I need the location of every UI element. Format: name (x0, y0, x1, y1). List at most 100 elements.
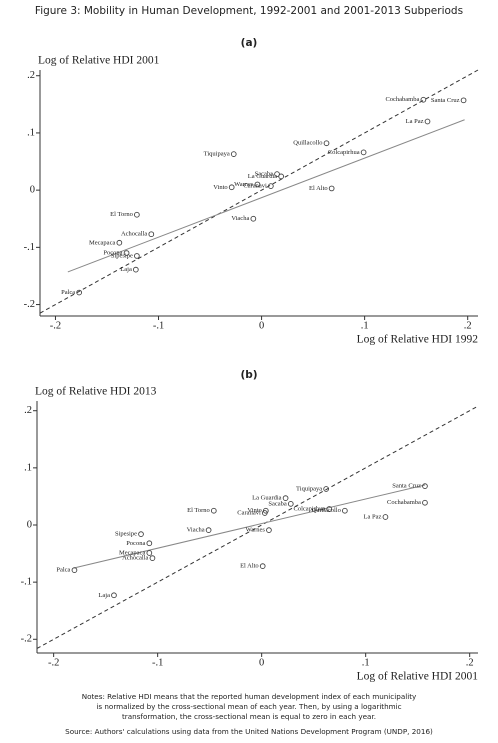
point (422, 483, 428, 489)
x-axis-title: Log of Relative HDI 1992 (357, 334, 479, 346)
point-label: La Paz (364, 513, 382, 520)
y-axis-title: Log of Relative HDI 2013 (35, 386, 157, 398)
point (382, 514, 389, 520)
y-axis-title: Log of Relative HDI 2001 (38, 55, 160, 67)
fit-line (74, 484, 426, 569)
panel-title: (b) (240, 369, 257, 381)
point (278, 173, 285, 180)
point-label: El Torno (110, 211, 133, 218)
point-label: Palca (56, 567, 70, 574)
point-label: El Torno (187, 507, 210, 514)
x-tick-label: -.2 (50, 320, 61, 331)
point (282, 495, 289, 501)
point-label: Quillacollo (312, 507, 341, 514)
point (146, 540, 153, 547)
point-label: Vinto (247, 507, 261, 514)
point (132, 266, 139, 273)
point-label: El Alto (240, 563, 259, 570)
point-label: Colcapirhua (328, 149, 360, 156)
source: Source: Authors' calculations using data… (65, 727, 433, 736)
point (254, 181, 261, 188)
x-tick-label: -.1 (152, 657, 163, 668)
point (342, 507, 348, 514)
point-label: Warnes (234, 181, 254, 188)
x-tick-label: -.1 (153, 320, 164, 331)
point (460, 97, 467, 104)
fit-line (67, 119, 465, 273)
point (422, 499, 428, 506)
y-tick-label: 0 (30, 185, 35, 196)
y-tick-label: .1 (24, 462, 32, 473)
note-line: Notes: Relative HDI means that the repor… (82, 692, 417, 701)
point (148, 231, 155, 238)
point-label: Pocona (126, 540, 145, 547)
point (123, 250, 130, 256)
x-tick-label: 0 (259, 657, 264, 668)
y-tick-label: .2 (27, 70, 35, 81)
panel-title: (a) (241, 37, 258, 49)
point-label: El Alto (309, 185, 328, 192)
diagonal-line (39, 69, 479, 314)
y-tick-label: .2 (24, 405, 32, 416)
point (274, 171, 280, 177)
point (146, 550, 153, 556)
y-tick-label: 0 (27, 519, 32, 530)
x-axis-title: Log of Relative HDI 2001 (357, 671, 479, 683)
point (210, 507, 217, 514)
point-label: Cochabamba (385, 96, 419, 103)
point (111, 592, 117, 599)
point-label: La Paz (406, 118, 424, 125)
y-tick-label: -.1 (24, 242, 35, 253)
point (259, 563, 266, 569)
point-label: Caranavi (237, 509, 261, 516)
point (149, 555, 156, 561)
point-label: Achocalla (121, 231, 147, 238)
point (323, 486, 329, 492)
point-label: Pocona (103, 250, 122, 257)
point (228, 184, 235, 191)
point (328, 185, 335, 192)
point (134, 253, 140, 259)
point-label: Warnes (246, 527, 266, 534)
point-label: Laja (120, 266, 132, 273)
y-tick-label: -.1 (21, 577, 32, 588)
point-label: Colcapirhua (293, 505, 325, 512)
point-label: Achocalla (122, 555, 148, 562)
x-tick-label: 0 (259, 320, 264, 331)
point (287, 501, 294, 507)
point (134, 211, 140, 218)
y-tick-label: .1 (27, 127, 35, 138)
point (420, 96, 427, 103)
point-label: Mecapaca (89, 239, 115, 246)
y-tick-label: -.2 (24, 299, 35, 310)
point-label: Laja (98, 592, 110, 599)
point-label: Tiquipaya (296, 485, 322, 492)
point-label: Mecapaca (119, 549, 145, 556)
point-label: Sacaba (268, 500, 287, 507)
x-tick-label: .2 (464, 320, 472, 331)
point (268, 183, 274, 189)
point (323, 140, 330, 147)
point (250, 215, 257, 222)
figure-title: Figure 3: Mobility in Human Development,… (35, 5, 463, 17)
note-line: is normalized by the cross-sectional mea… (96, 702, 401, 711)
x-tick-label: .1 (362, 657, 370, 668)
point-label: Sipesipe (111, 252, 133, 259)
point (138, 531, 144, 537)
note-line: transformation, the cross-sectional mean… (122, 712, 376, 721)
y-tick-label: -.2 (21, 634, 32, 645)
point-label: Sacaba (255, 171, 274, 178)
point-label: Vinto (213, 184, 227, 191)
point (266, 527, 272, 533)
point (230, 151, 237, 157)
point-label: Santa Cruz (392, 483, 421, 490)
x-tick-label: .2 (466, 657, 474, 668)
point (360, 149, 367, 156)
point-label: Viacha (231, 215, 249, 222)
point (116, 239, 123, 246)
point-label: Tiquipaya (204, 151, 230, 158)
point (261, 510, 268, 516)
point-label: La Guardia (248, 173, 278, 180)
x-tick-label: -.2 (48, 657, 59, 668)
